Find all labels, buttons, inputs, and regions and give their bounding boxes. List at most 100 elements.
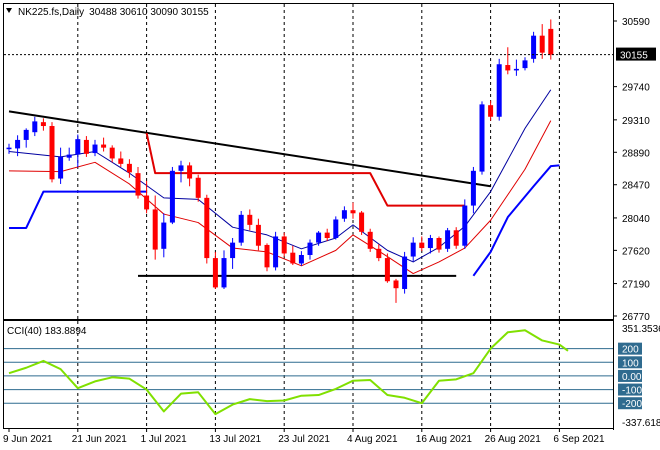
date-tick-label: 21 Jun 2021 (72, 434, 127, 445)
candle-body (453, 230, 459, 246)
cci-level-tag (618, 397, 642, 410)
candle-body (496, 64, 502, 117)
candle-body (393, 280, 399, 289)
cci-tick-label: 0.00 (622, 372, 642, 383)
candle-body (169, 170, 175, 223)
candle-body (333, 219, 339, 239)
date-gridlines (77, 4, 560, 428)
date-tick-label: 1 Jul 2021 (141, 434, 188, 445)
indicator-lines (8, 89, 560, 277)
candle-body (488, 105, 494, 117)
candle-body (221, 258, 227, 288)
candle-body (384, 258, 390, 282)
candle-body (281, 236, 287, 254)
candle-body (298, 254, 304, 264)
candle-body (40, 122, 46, 127)
cci-tick-label: -100 (622, 386, 642, 397)
date-tick-label: 6 Sep 2021 (553, 434, 605, 445)
date-tick-label: 4 Aug 2021 (347, 434, 398, 445)
current-price-text: 30155 (620, 51, 648, 62)
candle-body (135, 173, 141, 196)
candle-body (307, 242, 313, 255)
candle-body (531, 35, 537, 59)
date-tick-label: 16 Aug 2021 (416, 434, 473, 445)
candle-body (49, 126, 55, 180)
cci-tick-label: 351.3536 (622, 324, 660, 335)
candle-body (161, 222, 167, 249)
candle-body (83, 139, 89, 154)
candle-body (212, 258, 218, 288)
price-tick-label: 28470 (622, 181, 650, 192)
price-tick-label: 29310 (622, 116, 650, 127)
candle-body (505, 65, 511, 71)
candle-body (273, 236, 279, 268)
date-axis: 9 Jun 2021 21 Jun 2021 1 Jul 2021 13 Jul 20… (3, 428, 605, 445)
date-tick-label: 23 Jul 2021 (278, 434, 330, 445)
price-pane-frame (3, 3, 614, 320)
cci-level-tag (618, 342, 642, 355)
candle-body (359, 212, 365, 232)
candle-body (6, 147, 12, 150)
candle-body (548, 28, 554, 55)
candle-body (410, 242, 416, 257)
candle-body (238, 214, 244, 243)
candle-body (522, 60, 528, 69)
channel-lower-line (9, 190, 147, 229)
cci-pane-frame (3, 320, 614, 429)
candle-body (247, 214, 253, 225)
candle-body (445, 230, 451, 249)
candle-body (187, 165, 193, 179)
candle-body (75, 139, 81, 155)
candle-body (58, 156, 64, 179)
trendline (8, 110, 491, 188)
cci-tick-label: -337.618 (622, 418, 660, 429)
candle-body (290, 252, 296, 264)
cci-level-tag (618, 356, 642, 369)
channel-lower-line (472, 164, 560, 277)
candle-body (15, 139, 21, 149)
slow-moving-average-line (8, 120, 552, 275)
price-tick-label: 26770 (622, 312, 650, 323)
price-tick-label: 30590 (622, 17, 650, 28)
cci-level-tag (618, 383, 642, 396)
fast-moving-average-line (8, 89, 552, 263)
candle-body (402, 256, 408, 289)
candle-body (324, 232, 330, 239)
cci-level-lines (4, 348, 613, 404)
candle-body (230, 242, 236, 259)
cci-series (8, 329, 569, 416)
candle-body (144, 195, 150, 210)
channel-upper-line (145, 132, 465, 207)
candle-body (152, 209, 158, 250)
triangle-down-icon[interactable] (6, 8, 12, 13)
cci-axis: 351.3536 200 100 0.00 -100 -200 -337.618 (618, 324, 660, 429)
cci-tick-label: 200 (622, 345, 639, 356)
price-tick-label: 27620 (622, 246, 650, 257)
cci-header: CCI(40) 183.8894 (7, 326, 87, 337)
price-tick-label: 29740 (622, 83, 650, 94)
date-tick-label: 26 Aug 2021 (485, 434, 542, 445)
candle-body (109, 147, 115, 159)
cci-tick-label: 100 (622, 358, 639, 369)
current-price-tag: 30155 (616, 47, 656, 62)
date-tick-label: 9 Jun 2021 (3, 434, 53, 445)
candle-body (255, 224, 261, 246)
candle-body (204, 197, 210, 259)
candle-body (126, 163, 132, 173)
candle-body (92, 144, 98, 154)
candle-body (462, 205, 468, 246)
candle-body (513, 68, 519, 71)
candle-body (350, 210, 356, 214)
price-tick-label: 28040 (622, 214, 650, 225)
price-axis: 30590 29740 29310 28890 28470 28040 27620 27190… (613, 17, 650, 323)
candle-body (367, 231, 373, 249)
candle-body (316, 232, 322, 243)
cci-tick-label: -200 (622, 399, 642, 410)
candle-body (539, 35, 545, 53)
candle-body (479, 104, 485, 172)
candle-body (118, 158, 124, 164)
candle-body (376, 248, 382, 259)
candle-body (101, 144, 107, 148)
current-price-tag-bg (616, 47, 656, 61)
